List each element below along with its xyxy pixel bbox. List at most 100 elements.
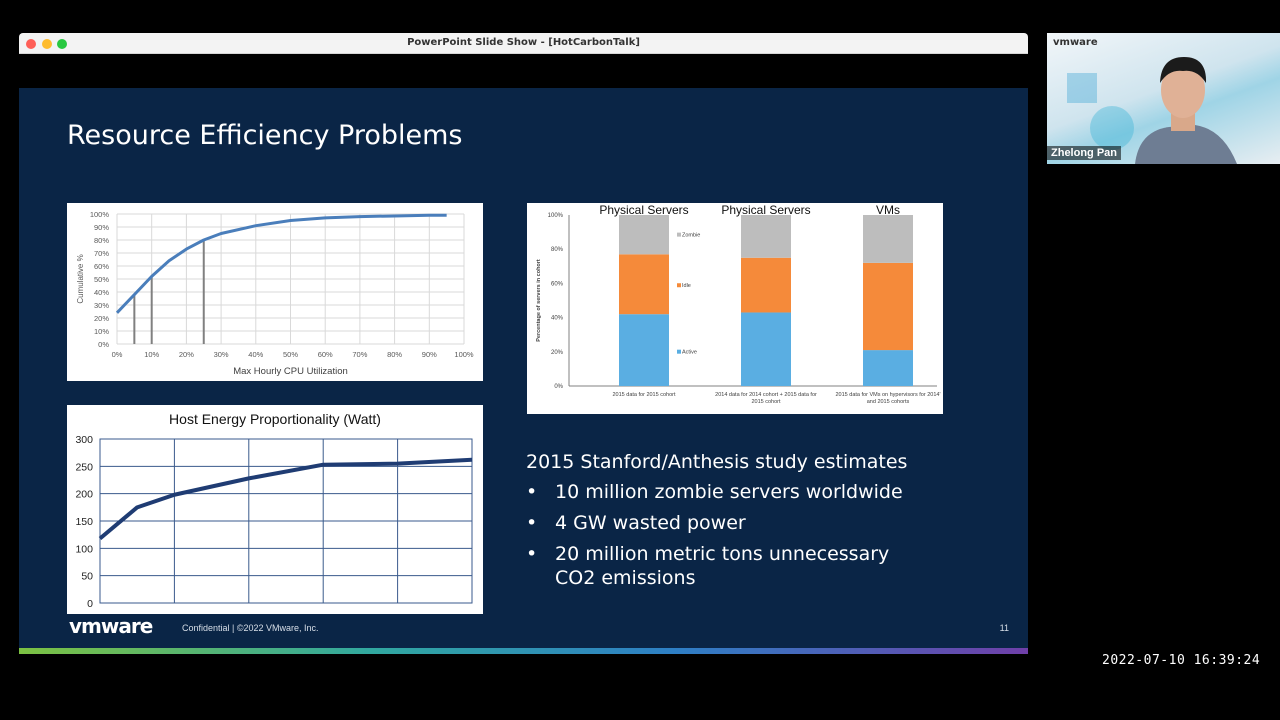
y-tick-label: 100 bbox=[75, 543, 93, 555]
y-tick-label: 0% bbox=[554, 384, 563, 390]
stacked-bar-segment-idle bbox=[741, 257, 791, 313]
x-tick-label: 80% bbox=[387, 350, 402, 359]
y-axis-label: Percentage of servers in cohort bbox=[536, 259, 542, 342]
stacked-bar-segment-zombie bbox=[863, 215, 913, 263]
power-series-line bbox=[98, 457, 473, 541]
server-cohort-chart: 0% 20% 40% 60% 80% 100% Percentage of servers … bbox=[527, 203, 943, 414]
participant-video-tile[interactable]: vmware Zhelong Pan bbox=[1047, 33, 1280, 164]
y-axis-label: Cumulative % bbox=[76, 254, 85, 303]
stacked-bar-segment-idle bbox=[619, 254, 669, 315]
y-tick-label: 80% bbox=[551, 247, 564, 253]
bullet-icon: • bbox=[526, 481, 538, 503]
slide-title: Resource Efficiency Problems bbox=[67, 120, 463, 151]
slide-number: 11 bbox=[999, 623, 1009, 633]
bullet-text: 4 GW wasted power bbox=[555, 512, 746, 534]
x-tick-label: 70% bbox=[352, 350, 367, 359]
study-heading: 2015 Stanford/Anthesis study estimates bbox=[526, 451, 908, 473]
y-tick-label: 20% bbox=[94, 314, 109, 323]
column-title: VMs bbox=[876, 203, 900, 217]
x-category-label: and 2015 cohorts bbox=[867, 399, 910, 405]
x-category-label: 2015 data for 2015 cohort bbox=[613, 392, 676, 398]
x-tick-label: 20% bbox=[179, 350, 194, 359]
y-tick-label: 250 bbox=[75, 461, 93, 473]
y-tick-label: 200 bbox=[75, 489, 93, 501]
slide[interactable]: Resource Efficiency Problems 0% 10% 20% 30%… bbox=[19, 88, 1028, 654]
energy-proportionality-svg: Host Energy Proportionality (Watt) 0 50 100… bbox=[75, 411, 473, 610]
bullet-icon: • bbox=[526, 543, 538, 565]
y-tick-label: 60% bbox=[94, 262, 109, 271]
legend-swatch bbox=[677, 283, 681, 288]
participant-name: Zhelong Pan bbox=[1047, 146, 1121, 160]
column-title: Physical Servers bbox=[721, 203, 810, 217]
x-category-label: 2014 data for 2014 cohort + 2015 data fo… bbox=[715, 392, 817, 398]
bullet-icon: • bbox=[526, 512, 538, 534]
window-title: PowerPoint Slide Show - [HotCarbonTalk] bbox=[407, 37, 640, 48]
legend-swatch bbox=[677, 232, 681, 237]
stacked-bar-segment-active bbox=[741, 312, 791, 386]
y-tick-label: 80% bbox=[94, 236, 109, 245]
y-tick-label: 0% bbox=[98, 340, 109, 349]
stacked-bar-segment-zombie bbox=[619, 215, 669, 255]
bullet-list: • 10 million zombie servers worldwide • 4 … bbox=[526, 480, 926, 590]
minimize-window-button[interactable] bbox=[42, 39, 52, 49]
x-tick-label: 100% bbox=[454, 350, 474, 359]
study-estimates: 2015 Stanford/Anthesis study estimates •… bbox=[526, 450, 926, 597]
close-window-button[interactable] bbox=[26, 39, 36, 49]
x-tick-label: 60% bbox=[318, 350, 333, 359]
slide-footer: vmware Confidential | ©2022 VMware, Inc.… bbox=[69, 614, 1009, 638]
cdf-series-line bbox=[115, 213, 447, 314]
slideshow-window: PowerPoint Slide Show - [HotCarbonTalk] … bbox=[19, 33, 1028, 687]
confidential-notice: Confidential | ©2022 VMware, Inc. bbox=[182, 623, 319, 633]
participant-silhouette-icon bbox=[1067, 57, 1237, 164]
x-category-label: 2015 cohort bbox=[751, 399, 781, 405]
video-brand-label: vmware bbox=[1053, 37, 1098, 48]
recording-timestamp: 2022-07-10 16:39:24 bbox=[1102, 653, 1261, 668]
bullet-item: • 10 million zombie servers worldwide bbox=[526, 480, 926, 504]
energy-proportionality-chart: Host Energy Proportionality (Watt) 0 50 100… bbox=[67, 405, 483, 614]
stacked-bar-segment-active bbox=[863, 350, 913, 386]
legend-label: Idle bbox=[682, 283, 691, 289]
x-axis-label: Max Hourly CPU Utilization bbox=[233, 366, 348, 377]
cpu-utilization-chart: 0% 10% 20% 30% 40% 50% 60% 70% 80% 90% 100% 0% 10% 20… bbox=[67, 203, 483, 381]
y-tick-label: 100% bbox=[90, 210, 110, 219]
server-cohort-svg: 0% 20% 40% 60% 80% 100% Percentage of servers … bbox=[536, 203, 941, 405]
cpu-utilization-svg: 0% 10% 20% 30% 40% 50% 60% 70% 80% 90% 100% 0% 10% 20… bbox=[76, 210, 474, 377]
y-tick-label: 30% bbox=[94, 301, 109, 310]
x-tick-label: 30% bbox=[214, 350, 229, 359]
legend-label: Zombie bbox=[682, 233, 700, 239]
stacked-bar-segment-zombie bbox=[741, 215, 791, 258]
y-tick-label: 50% bbox=[94, 275, 109, 284]
bullet-item: • 20 million metric tons unnecessary CO2 … bbox=[526, 542, 926, 590]
x-tick-label: 90% bbox=[422, 350, 437, 359]
y-tick-label: 10% bbox=[94, 327, 109, 336]
column-title: Physical Servers bbox=[599, 203, 688, 217]
vmware-logo: vmware bbox=[69, 614, 153, 638]
y-tick-label: 0 bbox=[87, 598, 93, 610]
stacked-bar-segment-idle bbox=[863, 262, 913, 351]
y-tick-label: 150 bbox=[75, 516, 93, 528]
x-category-label: 2015 data for VMs on hypervisors for 201… bbox=[836, 392, 941, 398]
x-tick-label: 10% bbox=[144, 350, 159, 359]
x-tick-label: 40% bbox=[248, 350, 263, 359]
y-tick-label: 20% bbox=[551, 350, 564, 356]
legend-swatch bbox=[677, 349, 681, 354]
y-tick-label: 100% bbox=[548, 213, 564, 219]
bullet-text: 10 million zombie servers worldwide bbox=[555, 481, 903, 503]
brand-gradient-bar bbox=[19, 648, 1028, 654]
y-tick-label: 40% bbox=[94, 288, 109, 297]
title-bar: PowerPoint Slide Show - [HotCarbonTalk] bbox=[19, 33, 1028, 54]
chart-title: Host Energy Proportionality (Watt) bbox=[169, 411, 381, 427]
legend-label: Active bbox=[682, 350, 697, 356]
stacked-bar-segment-active bbox=[619, 314, 669, 386]
y-tick-label: 90% bbox=[94, 223, 109, 232]
y-tick-label: 40% bbox=[551, 316, 564, 322]
bullet-text: 20 million metric tons unnecessary CO2 e… bbox=[555, 543, 890, 589]
y-tick-label: 60% bbox=[551, 281, 564, 287]
x-tick-label: 50% bbox=[283, 350, 298, 359]
bullet-item: • 4 GW wasted power bbox=[526, 511, 926, 535]
y-tick-label: 70% bbox=[94, 249, 109, 258]
x-tick-label: 0% bbox=[112, 350, 123, 359]
y-tick-label: 300 bbox=[75, 434, 93, 446]
zoom-window-button[interactable] bbox=[57, 39, 67, 49]
y-tick-label: 50 bbox=[81, 571, 93, 583]
